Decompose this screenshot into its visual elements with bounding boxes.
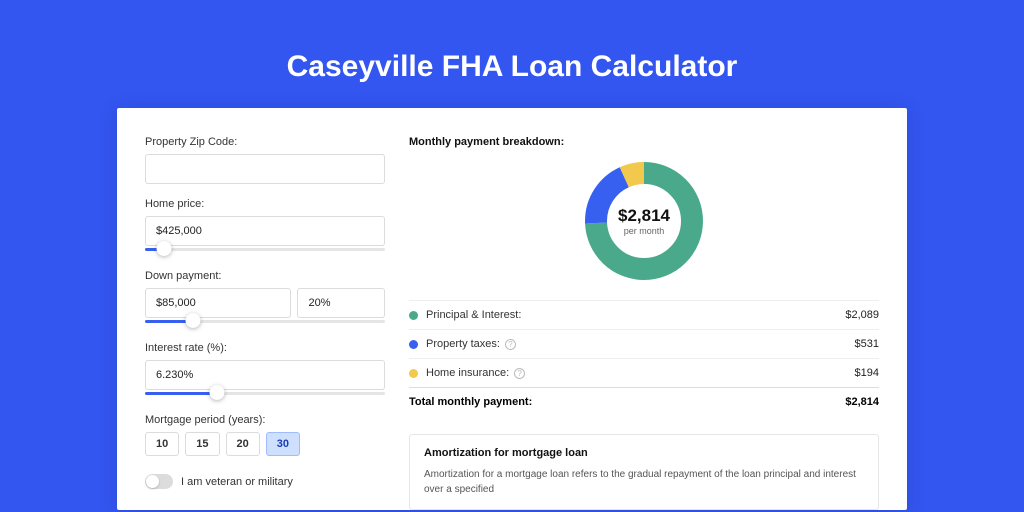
slider-thumb[interactable] (210, 385, 225, 400)
legend-row: Property taxes:? $531 (409, 329, 879, 358)
legend-label: Principal & Interest: (426, 309, 521, 321)
down-payment-slider[interactable] (145, 316, 385, 328)
interest-label: Interest rate (%): (145, 342, 385, 354)
info-icon[interactable]: ? (505, 339, 516, 350)
calculator-card: Property Zip Code: Home price: Down paym… (117, 108, 907, 510)
legend-value: $2,089 (845, 309, 879, 321)
interest-slider[interactable] (145, 388, 385, 400)
interest-group: Interest rate (%): (145, 342, 385, 400)
breakdown-panel: Monthly payment breakdown: $2,814 per mo… (409, 136, 879, 510)
slider-thumb[interactable] (186, 313, 201, 328)
legend-dot (409, 311, 418, 320)
home-price-slider[interactable] (145, 244, 385, 256)
slider-thumb[interactable] (157, 241, 172, 256)
donut-amount: $2,814 (618, 206, 670, 226)
amortization-text: Amortization for a mortgage loan refers … (424, 467, 864, 497)
legend-value: $531 (855, 338, 879, 350)
legend-dot (409, 369, 418, 378)
donut-chart: $2,814 per month (409, 160, 879, 282)
legend-value: $194 (855, 367, 879, 379)
down-payment-label: Down payment: (145, 270, 385, 282)
period-button-10[interactable]: 10 (145, 432, 179, 456)
total-row: Total monthly payment: $2,814 (409, 387, 879, 416)
home-price-label: Home price: (145, 198, 385, 210)
zip-input[interactable] (145, 154, 385, 184)
donut-sub: per month (624, 226, 665, 236)
amortization-box: Amortization for mortgage loan Amortizat… (409, 434, 879, 510)
legend-label: Property taxes: (426, 338, 500, 350)
period-button-15[interactable]: 15 (185, 432, 219, 456)
period-group: Mortgage period (years): 1015 2030 (145, 414, 385, 456)
total-value: $2,814 (845, 396, 879, 408)
down-payment-percent-input[interactable] (297, 288, 385, 318)
zip-field-group: Property Zip Code: (145, 136, 385, 184)
home-price-group: Home price: (145, 198, 385, 256)
period-button-30[interactable]: 30 (266, 432, 300, 456)
home-price-input[interactable] (145, 216, 385, 246)
legend-row: Principal & Interest: $2,089 (409, 300, 879, 329)
veteran-row: I am veteran or military (145, 474, 385, 489)
period-label: Mortgage period (years): (145, 414, 385, 426)
info-icon[interactable]: ? (514, 368, 525, 379)
zip-label: Property Zip Code: (145, 136, 385, 148)
form-panel: Property Zip Code: Home price: Down paym… (145, 136, 385, 510)
total-label: Total monthly payment: (409, 396, 532, 408)
veteran-label: I am veteran or military (181, 476, 293, 488)
legend-dot (409, 340, 418, 349)
page-title: Caseyville FHA Loan Calculator (55, 50, 969, 84)
interest-input[interactable] (145, 360, 385, 390)
down-payment-amount-input[interactable] (145, 288, 291, 318)
legend-label: Home insurance: (426, 367, 509, 379)
legend-row: Home insurance:? $194 (409, 358, 879, 387)
amortization-title: Amortization for mortgage loan (424, 447, 864, 459)
period-button-20[interactable]: 20 (226, 432, 260, 456)
period-options: 1015 2030 (145, 432, 385, 456)
breakdown-title: Monthly payment breakdown: (409, 136, 879, 148)
veteran-toggle[interactable] (145, 474, 173, 489)
down-payment-group: Down payment: (145, 270, 385, 328)
